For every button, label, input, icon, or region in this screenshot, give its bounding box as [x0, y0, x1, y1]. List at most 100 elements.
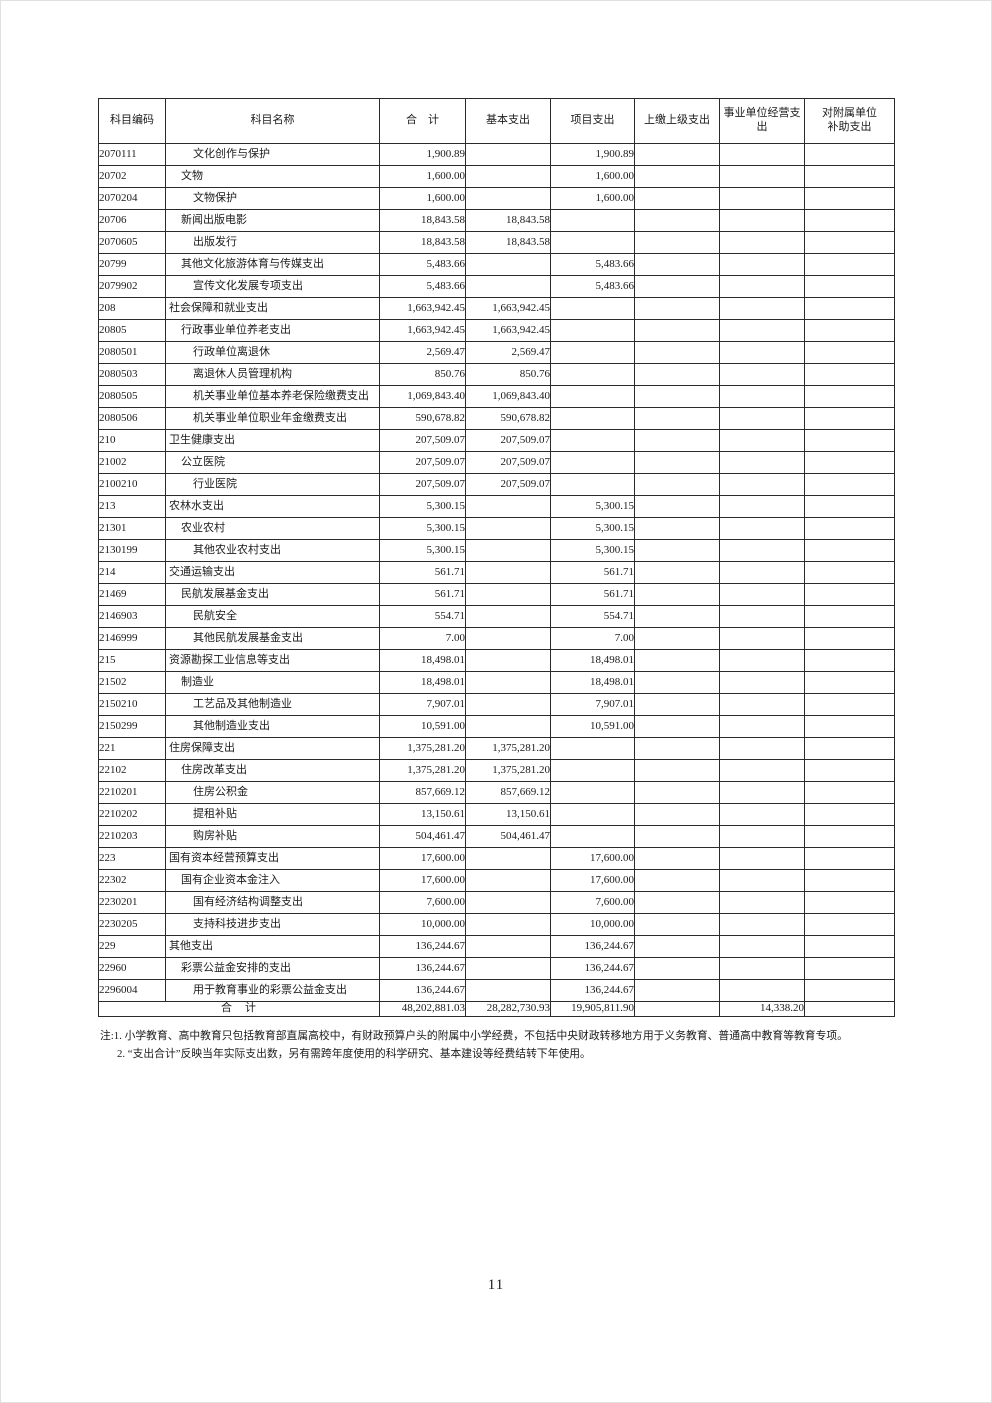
cell-name: 支持科技进步支出 [165, 913, 380, 936]
cell-total: 504,461.47 [379, 825, 466, 848]
cell-total: 1,375,281.20 [379, 737, 466, 760]
cell-name: 文化创作与保护 [165, 143, 380, 166]
cell-total: 1,069,843.40 [379, 385, 466, 408]
total-row-label: 合 计 [98, 1001, 380, 1017]
cell-code: 2070605 [98, 231, 166, 254]
cell-name: 文物 [165, 165, 380, 188]
cell-basic [465, 715, 551, 738]
cell-name: 住房公积金 [165, 781, 380, 804]
cell-operating [719, 671, 805, 694]
cell-name: 出版发行 [165, 231, 380, 254]
cell-code: 2210203 [98, 825, 166, 848]
cell-total: 7,907.01 [379, 693, 466, 716]
cell-basic [465, 561, 551, 584]
cell-name: 农业农村 [165, 517, 380, 540]
cell-code: 2230205 [98, 913, 166, 936]
cell-subsidy [804, 649, 895, 672]
cell-subsidy [804, 913, 895, 936]
cell-basic [465, 913, 551, 936]
cell-code: 2070204 [98, 187, 166, 210]
cell-code: 20805 [98, 319, 166, 342]
table-footer: 合 计 48,202,881.03 28,282,730.93 19,905,8… [98, 1001, 895, 1017]
cell-total: 1,600.00 [379, 165, 466, 188]
cell-code: 2080505 [98, 385, 166, 408]
total-row-subsidy [804, 1001, 895, 1017]
table-row: 2130199 其他农业农村支出 5,300.15 5,300.15 [98, 539, 895, 562]
table-row: 221 住房保障支出 1,375,281.20 1,375,281.20 [98, 737, 895, 760]
cell-upper [634, 671, 720, 694]
cell-basic: 857,669.12 [465, 781, 551, 804]
table-row: 21301 农业农村 5,300.15 5,300.15 [98, 517, 895, 540]
cell-total: 857,669.12 [379, 781, 466, 804]
cell-project: 10,000.00 [550, 913, 635, 936]
cell-project: 136,244.67 [550, 957, 635, 980]
cell-basic: 207,509.07 [465, 429, 551, 452]
cell-subsidy [804, 429, 895, 452]
cell-upper [634, 517, 720, 540]
cell-basic [465, 935, 551, 958]
cell-code: 2079902 [98, 275, 166, 298]
cell-upper [634, 319, 720, 342]
cell-subsidy [804, 627, 895, 650]
cell-upper [634, 737, 720, 760]
cell-operating [719, 693, 805, 716]
cell-total: 5,483.66 [379, 253, 466, 276]
cell-code: 2150299 [98, 715, 166, 738]
cell-code: 2100210 [98, 473, 166, 496]
cell-total: 207,509.07 [379, 473, 466, 496]
cell-basic [465, 627, 551, 650]
cell-basic: 18,843.58 [465, 231, 551, 254]
cell-subsidy [804, 847, 895, 870]
cell-operating [719, 231, 805, 254]
cell-basic [465, 495, 551, 518]
table-row: 2080505 机关事业单位基本养老保险缴费支出 1,069,843.40 1,069… [98, 385, 895, 408]
cell-subsidy [804, 583, 895, 606]
cell-basic [465, 583, 551, 606]
cell-total: 554.71 [379, 605, 466, 628]
header-subsidy-expenditure: 对附属单位 补助支出 [804, 98, 895, 144]
cell-subsidy [804, 979, 895, 1002]
cell-name: 住房改革支出 [165, 759, 380, 782]
cell-name: 农林水支出 [165, 495, 380, 518]
cell-name: 公立医院 [165, 451, 380, 474]
cell-subsidy [804, 473, 895, 496]
cell-basic [465, 891, 551, 914]
cell-upper [634, 451, 720, 474]
cell-subsidy [804, 363, 895, 386]
cell-project: 5,300.15 [550, 539, 635, 562]
cell-project: 136,244.67 [550, 979, 635, 1002]
cell-total: 561.71 [379, 561, 466, 584]
cell-total: 207,509.07 [379, 429, 466, 452]
cell-basic [465, 869, 551, 892]
cell-operating [719, 781, 805, 804]
cell-project [550, 781, 635, 804]
cell-name: 国有企业资本金注入 [165, 869, 380, 892]
cell-name: 国有资本经营预算支出 [165, 847, 380, 870]
cell-subsidy [804, 759, 895, 782]
cell-upper [634, 385, 720, 408]
table-row: 20799 其他文化旅游体育与传媒支出 5,483.66 5,483.66 [98, 253, 895, 276]
table-row: 2150210 工艺品及其他制造业 7,907.01 7,907.01 [98, 693, 895, 716]
cell-project: 136,244.67 [550, 935, 635, 958]
cell-name: 交通运输支出 [165, 561, 380, 584]
cell-project: 1,600.00 [550, 187, 635, 210]
cell-code: 2070111 [98, 143, 166, 166]
cell-code: 21502 [98, 671, 166, 694]
cell-total: 1,663,942.45 [379, 319, 466, 342]
cell-total: 5,300.15 [379, 495, 466, 518]
cell-operating [719, 583, 805, 606]
table-row: 2080501 行政单位离退休 2,569.47 2,569.47 [98, 341, 895, 364]
cell-upper [634, 407, 720, 430]
cell-basic: 1,375,281.20 [465, 737, 551, 760]
cell-project: 561.71 [550, 583, 635, 606]
cell-operating [719, 341, 805, 364]
table-row: 2230205 支持科技进步支出 10,000.00 10,000.00 [98, 913, 895, 936]
cell-operating [719, 165, 805, 188]
table-row: 2070111 文化创作与保护 1,900.89 1,900.89 [98, 143, 895, 166]
cell-operating [719, 495, 805, 518]
cell-project: 18,498.01 [550, 671, 635, 694]
cell-subsidy [804, 231, 895, 254]
cell-subsidy [804, 605, 895, 628]
cell-project: 1,600.00 [550, 165, 635, 188]
cell-code: 2130199 [98, 539, 166, 562]
